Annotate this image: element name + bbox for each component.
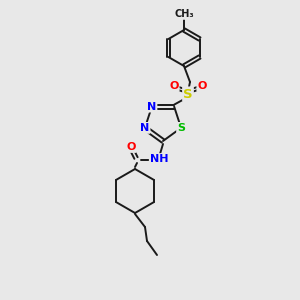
Text: CH₃: CH₃ xyxy=(174,9,194,19)
Text: N: N xyxy=(147,102,157,112)
Text: O: O xyxy=(197,81,207,91)
Text: NH: NH xyxy=(150,154,168,164)
Text: O: O xyxy=(169,81,179,91)
Text: S: S xyxy=(183,88,193,100)
Text: S: S xyxy=(177,123,185,133)
Text: N: N xyxy=(140,123,150,133)
Text: O: O xyxy=(126,142,136,152)
